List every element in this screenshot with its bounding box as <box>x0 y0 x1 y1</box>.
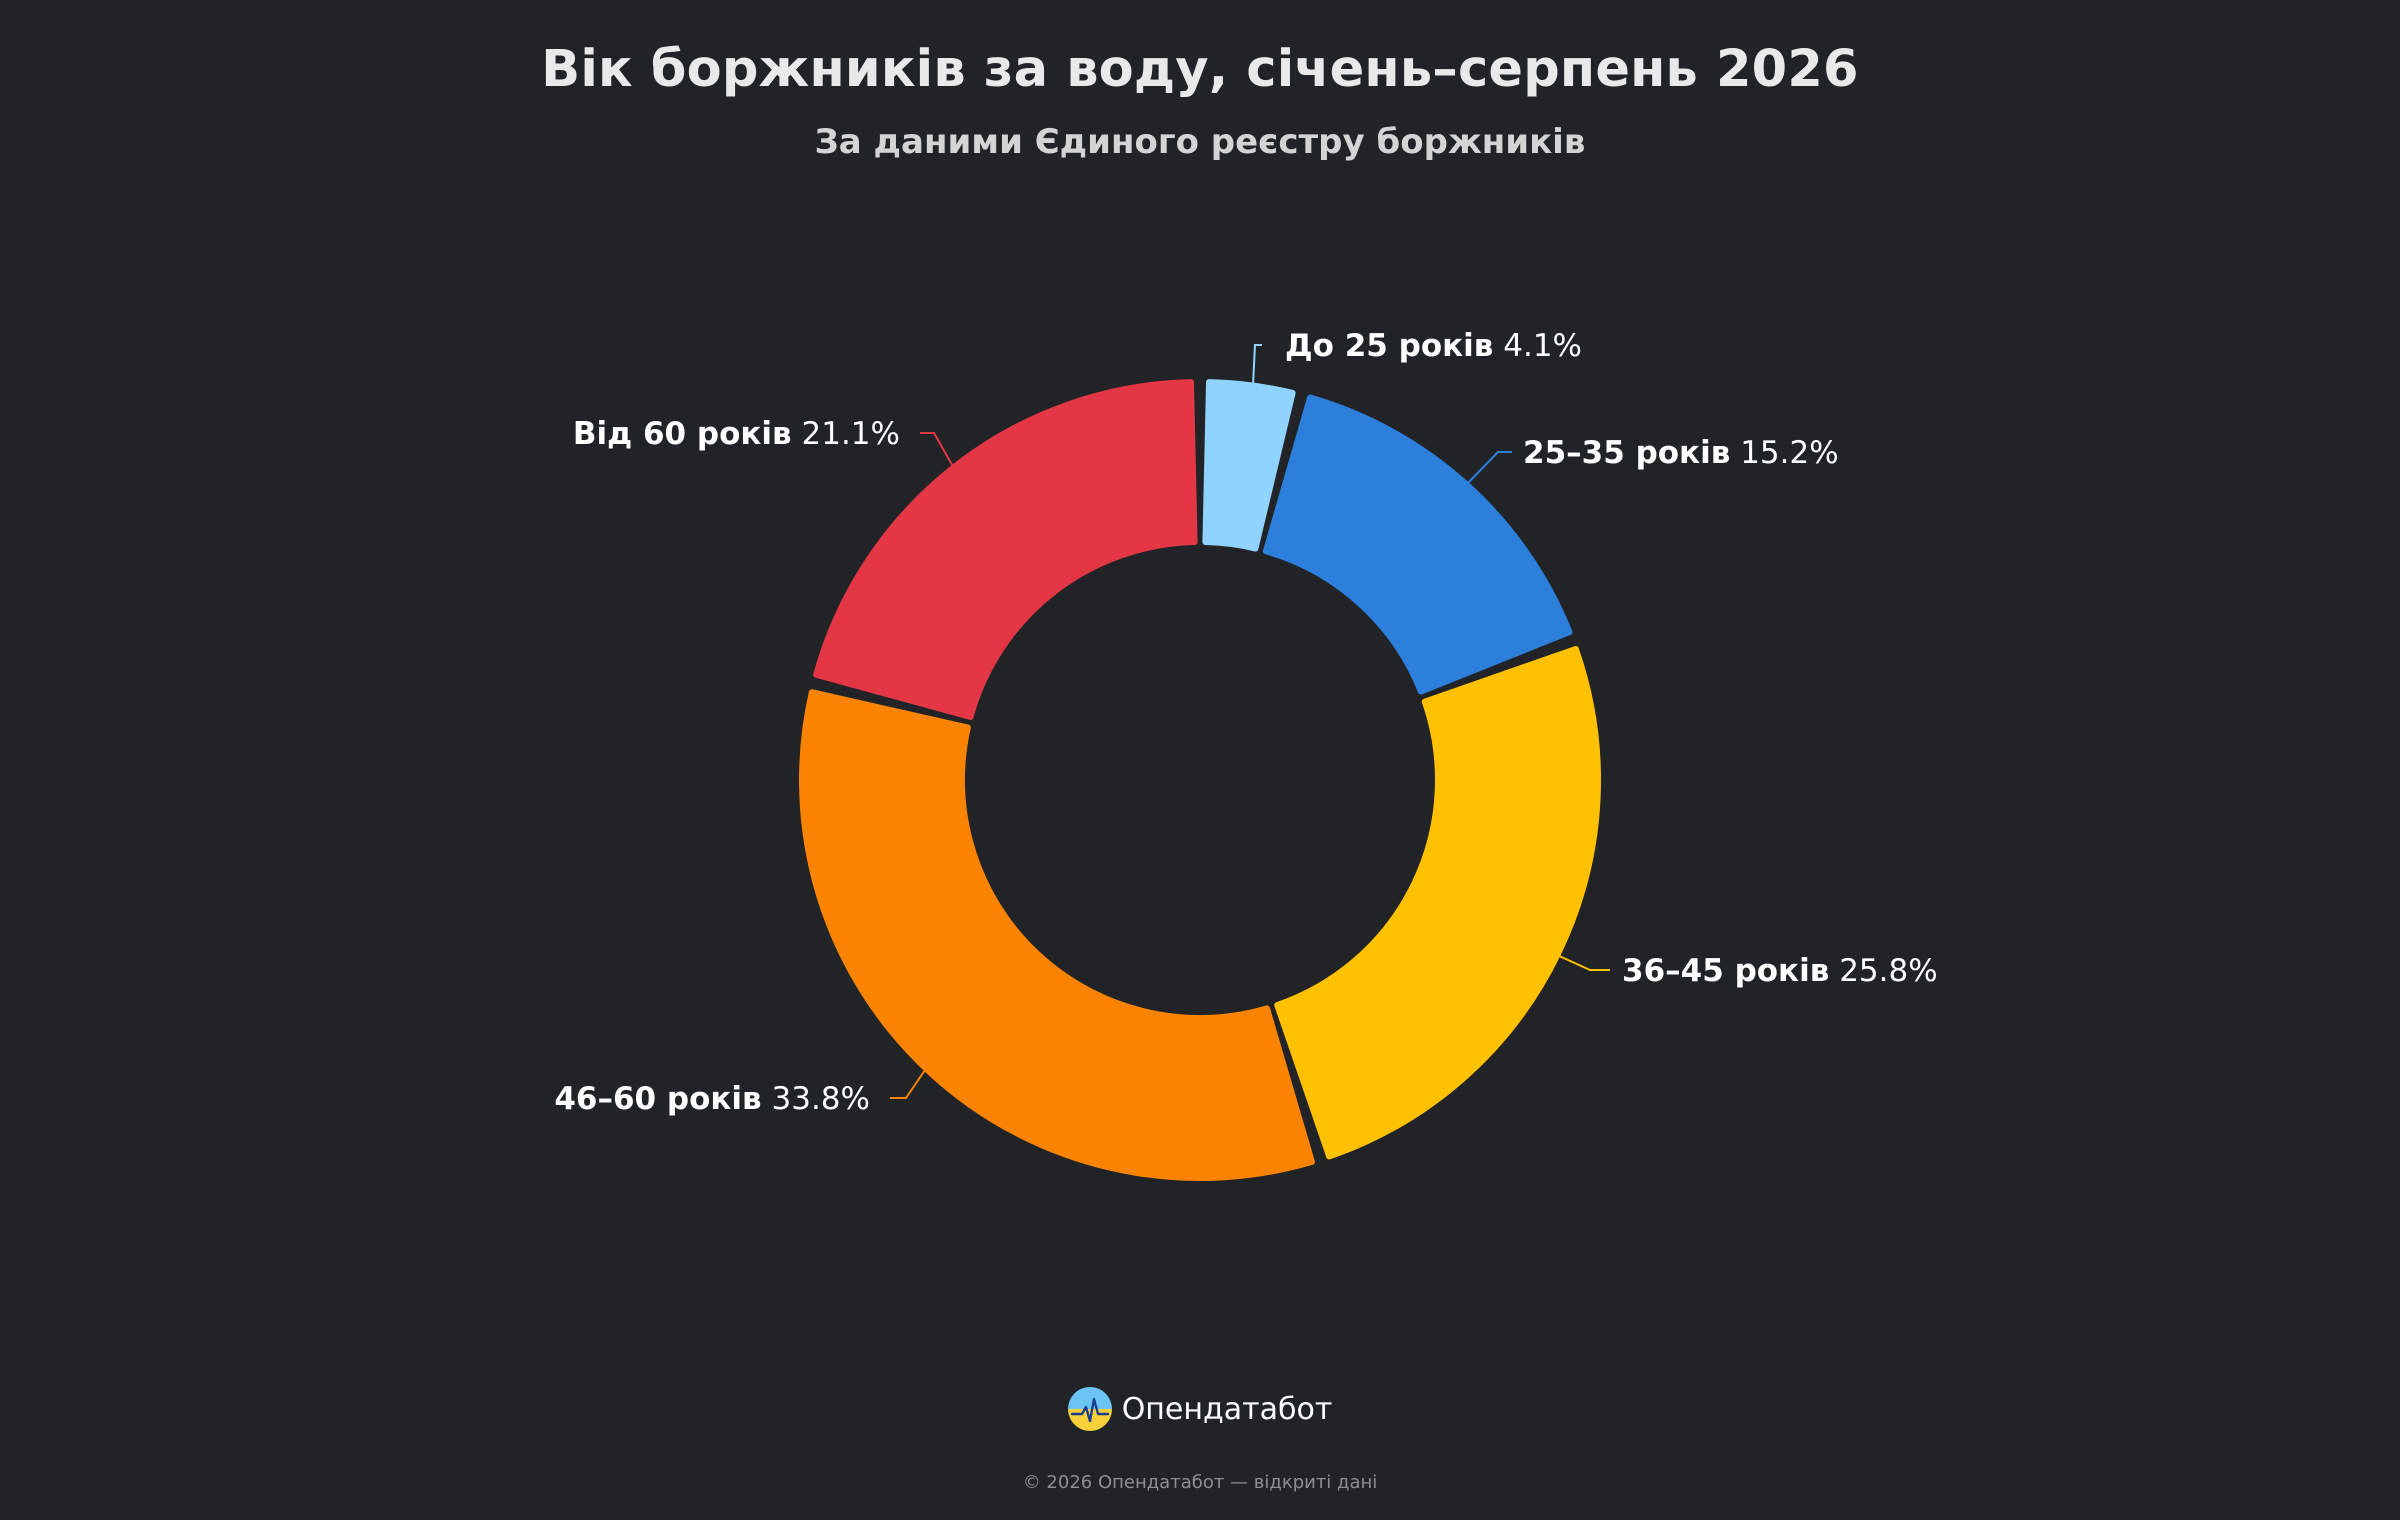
brand: Опендатабот <box>0 1387 2400 1431</box>
slice-labels: До 25 років 4.1% 25–35 років 15.2% 36–45 р… <box>554 328 1937 1117</box>
slice-label-value: 15.2% <box>1730 435 1838 471</box>
slice-label-name: До 25 років <box>1285 328 1493 364</box>
slice-label-1: До 25 років 4.1% <box>1285 328 1582 364</box>
slice-2 <box>1262 394 1573 695</box>
slice-5 <box>813 379 1198 721</box>
slice-label-5: Від 60 років 21.1% <box>573 416 900 452</box>
footer-copyright: © 2026 Опендатабот — відкриті дані <box>1022 1472 1378 1493</box>
opendatabot-logo-icon <box>1067 1387 1112 1431</box>
label-leader-lines <box>890 344 1610 1099</box>
chart-subtitle: За даними Єдиного реєстру боржників <box>814 122 1586 162</box>
slice-label-value: 25.8% <box>1829 953 1937 989</box>
slice-label-2: 25–35 років 15.2% <box>1523 435 1839 471</box>
leader-line-5 <box>920 432 956 471</box>
slice-1 <box>1202 379 1296 552</box>
slice-4 <box>799 689 1315 1181</box>
slice-label-name: 36–45 років <box>1622 953 1829 989</box>
leader-line-3 <box>1556 954 1610 971</box>
leader-line-4 <box>890 1069 926 1099</box>
slice-label-value: 33.8% <box>762 1081 870 1117</box>
slice-label-name: 46–60 років <box>554 1081 761 1117</box>
donut-slices <box>799 379 1601 1181</box>
leader-line-1 <box>1252 344 1262 386</box>
brand-name: Опендатабот <box>1121 1391 1333 1427</box>
slice-label-value: 4.1% <box>1493 328 1582 364</box>
slice-label-value: 21.1% <box>792 416 900 452</box>
leader-line-2 <box>1465 451 1512 486</box>
slice-label-3: 36–45 років 25.8% <box>1622 953 1938 989</box>
chart-title: Вік боржників за воду, січень–серпень 20… <box>541 40 1859 99</box>
slice-label-name: 25–35 років <box>1523 435 1730 471</box>
slice-3 <box>1274 645 1601 1160</box>
slice-label-name: Від 60 років <box>573 416 792 452</box>
slice-label-4: 46–60 років 33.8% <box>554 1081 870 1117</box>
